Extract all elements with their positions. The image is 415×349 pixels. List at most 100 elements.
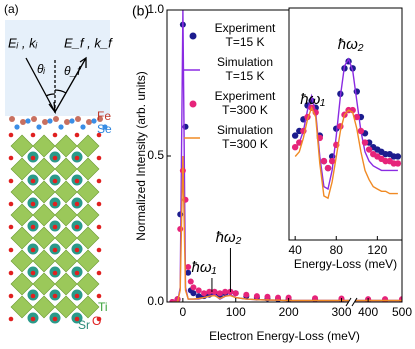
octahedron: [32, 180, 56, 204]
o-atom: [8, 293, 14, 299]
octahedron: [54, 272, 78, 296]
x-tick-label: 100: [226, 305, 246, 319]
legend-label: Experiment T=15 K: [215, 21, 276, 49]
theta-f: θ_f: [64, 64, 82, 78]
octahedron: [54, 295, 78, 319]
se-atom: [47, 118, 53, 124]
legend-label: Experiment T=300 K: [215, 89, 276, 117]
o-atom: [52, 224, 58, 230]
exp-point: [328, 157, 336, 165]
exp-point: [291, 144, 299, 151]
o-atom: [30, 293, 36, 299]
o-atom: [74, 224, 80, 230]
x-tick-label: 40: [288, 243, 302, 257]
axis-break: [345, 297, 358, 307]
octahedron: [54, 203, 78, 227]
exp-point: [206, 288, 213, 295]
fe-atom: [97, 116, 103, 122]
se-atom: [91, 118, 97, 124]
fe-atom: [31, 116, 37, 122]
exp-point: [320, 157, 328, 165]
main-plot: 0 100 200 300 400 500 0.0 0.5 1.0 Electron Energy…: [134, 2, 412, 343]
o-atom: [96, 224, 102, 230]
o-atom: [74, 316, 80, 322]
legend-entry: Simulation T=15 K: [184, 55, 273, 83]
legend-label: Simulation T=300 K: [217, 123, 273, 151]
data-layer: [291, 57, 402, 200]
exp-point: [324, 164, 332, 172]
se-atom: [14, 124, 20, 130]
octahedron: [10, 226, 34, 250]
se-atom: [25, 118, 31, 124]
exp-point: [361, 139, 369, 146]
exp-point: [394, 153, 402, 160]
o-atom: [8, 201, 14, 207]
o-atom: [8, 316, 14, 322]
octahedron: [10, 203, 34, 227]
o-atom: [30, 155, 36, 161]
octahedron: [32, 272, 56, 296]
exp-point: [264, 293, 271, 300]
o-atom: [52, 293, 58, 299]
y-tick-label: 0.5: [147, 148, 164, 162]
octahedron: [10, 295, 34, 319]
octahedron: [76, 134, 100, 158]
o-atom: [96, 155, 102, 161]
exp-point: [177, 226, 184, 232]
octahedron: [76, 249, 100, 273]
exp-point: [169, 299, 176, 302]
o-atom: [30, 178, 36, 184]
y-axis-label: Normalized Intensity (arb. units): [134, 71, 148, 240]
panel-label: (a): [4, 2, 19, 16]
annotation: ħω₂: [216, 229, 242, 246]
exp-point: [253, 293, 260, 300]
incident-label: Eᵢ , kᵢ: [8, 35, 38, 50]
x-axis-label: Electron Energy-Loss (meV): [209, 329, 360, 343]
octahedron: [32, 249, 56, 273]
octahedron: [76, 226, 100, 250]
exp-point: [357, 127, 365, 135]
sim-line: [172, 155, 402, 302]
x-tick-label: 500: [392, 305, 412, 319]
sim-line: [294, 57, 398, 191]
se-atom: [80, 124, 86, 130]
o-atom: [52, 201, 58, 207]
exp-point: [232, 290, 239, 297]
x-tick-label: 0: [180, 305, 187, 319]
o-atom: [52, 155, 58, 161]
atom-label: Se: [97, 122, 112, 136]
exp-point: [190, 290, 197, 297]
beam-arrows: [25, 56, 87, 115]
o-atom: [30, 224, 36, 230]
crystal-structure: [8, 116, 108, 324]
exp-point: [185, 269, 192, 276]
octahedron: [32, 157, 56, 181]
legend-label: Simulation T=15 K: [217, 55, 273, 83]
octahedron: [54, 226, 78, 250]
o-atom: [52, 270, 58, 276]
o-atom: [8, 224, 14, 230]
exp-point: [243, 291, 250, 298]
fe-atom: [75, 116, 81, 122]
exp-point: [275, 294, 282, 301]
exp-point: [365, 146, 373, 153]
exp-point: [211, 288, 218, 295]
legend-entry: Experiment T=300 K: [189, 89, 276, 117]
o-atom: [52, 316, 58, 322]
octahedron: [76, 203, 100, 227]
octahedron: [10, 157, 34, 181]
octahedron: [76, 272, 100, 296]
o-atom: [8, 247, 14, 253]
o-atom: [74, 293, 80, 299]
exp-point: [195, 287, 202, 294]
o-atom: [96, 247, 102, 253]
o-atom: [96, 201, 102, 207]
exp-point: [394, 160, 402, 167]
se-atom: [58, 124, 64, 130]
o-atom: [8, 132, 14, 138]
octahedron: [10, 272, 34, 296]
exp-point: [187, 278, 194, 285]
o-atom: [74, 155, 80, 161]
